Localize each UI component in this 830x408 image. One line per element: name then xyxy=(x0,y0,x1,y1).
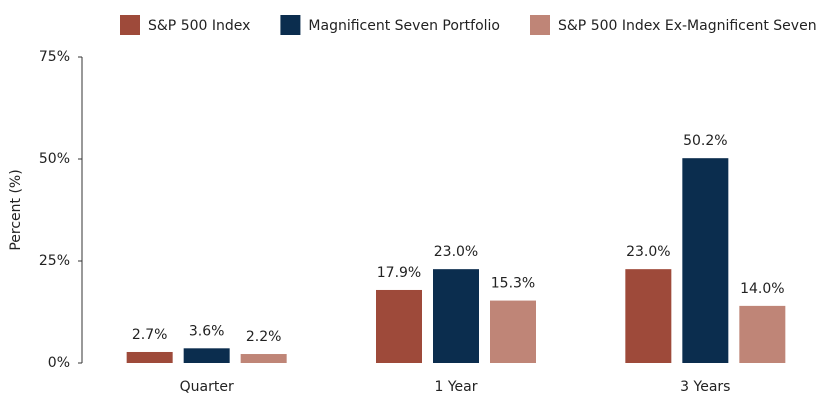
bar xyxy=(376,289,422,363)
y-tick-label: 0% xyxy=(48,355,70,371)
data-label: 50.2% xyxy=(683,133,727,149)
data-label: 2.2% xyxy=(246,329,282,345)
y-tick-label: 25% xyxy=(39,253,70,269)
bar xyxy=(126,351,173,363)
data-label: 15.3% xyxy=(491,276,535,292)
x-tick-label: 3 Years xyxy=(680,379,730,395)
y-tick-label: 50% xyxy=(39,151,70,167)
bar xyxy=(183,348,230,363)
x-tick-label: 1 Year xyxy=(435,379,478,395)
data-label: 3.6% xyxy=(189,323,225,339)
legend-swatch xyxy=(280,15,301,35)
data-label: 2.7% xyxy=(132,327,168,343)
legend-swatch xyxy=(120,15,140,35)
data-label: 23.0% xyxy=(626,244,670,260)
y-tick-label: 75% xyxy=(39,49,70,65)
y-axis-label: Percent (%) xyxy=(8,169,24,250)
bar xyxy=(682,158,729,363)
bar xyxy=(739,305,786,363)
bar xyxy=(240,354,287,363)
bar xyxy=(625,269,672,363)
legend-label: S&P 500 Index xyxy=(148,18,250,34)
data-label: 17.9% xyxy=(377,265,421,281)
x-tick-label: Quarter xyxy=(180,379,234,395)
legend-label: Magnificent Seven Portfolio xyxy=(308,18,500,34)
bar xyxy=(490,300,536,363)
legend-swatch xyxy=(530,15,550,35)
legend-label: S&P 500 Index Ex-Magnificent Seven xyxy=(558,18,817,34)
data-label: 14.0% xyxy=(740,281,784,297)
data-label: 23.0% xyxy=(434,244,478,260)
bar xyxy=(433,269,479,363)
